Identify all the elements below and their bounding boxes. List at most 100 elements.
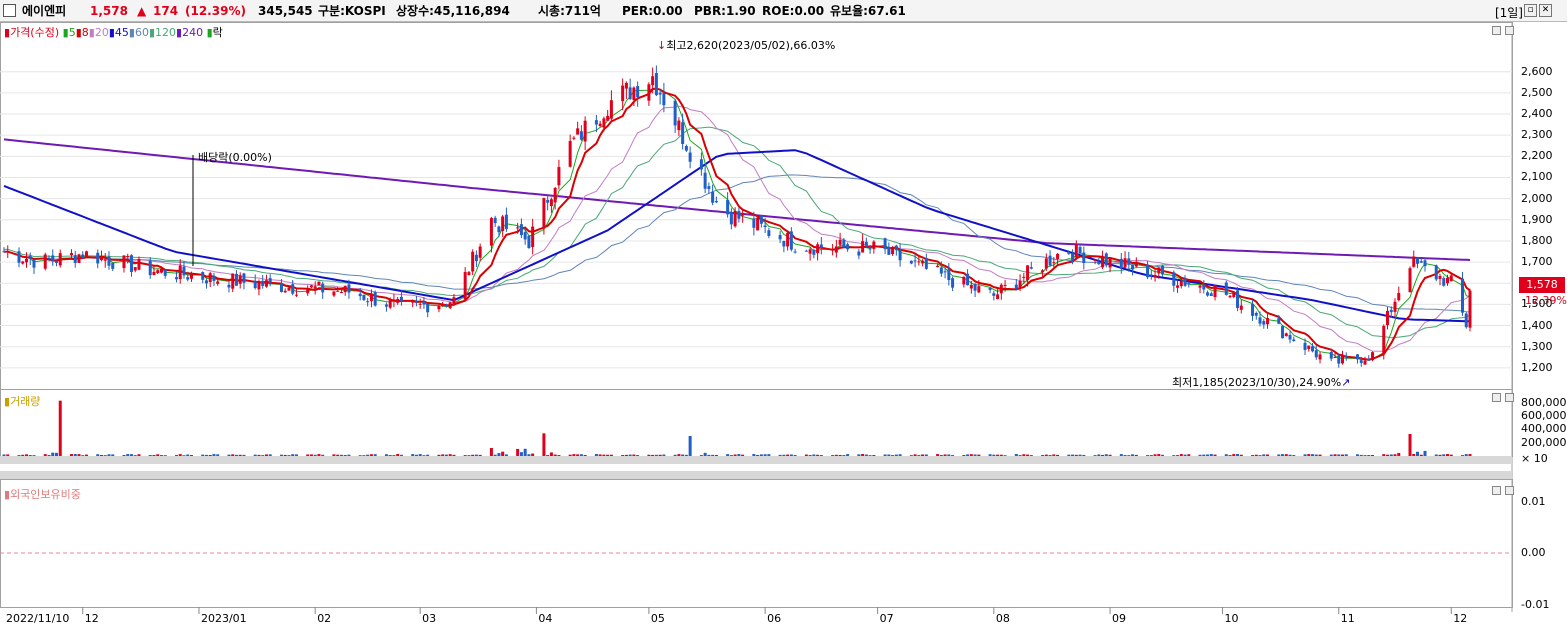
candle-body: [362, 294, 366, 301]
trade-volume: 345,545: [258, 4, 313, 18]
candle-body: [733, 210, 737, 227]
period-selector[interactable]: [1일]: [1494, 6, 1523, 20]
volume-bar: [609, 454, 613, 456]
candle-body: [452, 297, 456, 304]
volume-bar: [279, 454, 283, 456]
volume-bar: [681, 454, 685, 456]
volume-bar: [137, 454, 141, 456]
volume-bar: [1311, 454, 1315, 456]
volume-bar: [1198, 454, 1202, 456]
candle-body: [1146, 264, 1150, 278]
volume-bar: [628, 454, 632, 456]
volume-bar: [1067, 454, 1071, 456]
volume-bar: [1176, 455, 1180, 456]
price-axis-label: 2,200: [1521, 149, 1553, 163]
volume-bar: [501, 451, 505, 456]
candle-body: [1093, 259, 1097, 261]
volume-bar: [418, 454, 422, 456]
ma-legend-swatch: ▮: [108, 26, 115, 39]
volume-bar: [1123, 455, 1127, 456]
volume-bar: [887, 454, 891, 456]
volume-bar: [602, 454, 606, 456]
candle-body: [711, 191, 715, 203]
volume-bar: [156, 454, 160, 456]
volume-bar: [309, 454, 313, 456]
candle-body: [163, 269, 167, 276]
candle-body: [6, 251, 10, 253]
candle-body: [816, 244, 820, 254]
volume-bar: [6, 454, 10, 456]
volume-bar: [992, 454, 996, 456]
candle-body: [804, 250, 808, 252]
stock-name[interactable]: 에이엔피: [22, 4, 67, 18]
candle-body: [684, 146, 688, 151]
candle-body: [594, 120, 598, 125]
volume-bar: [152, 454, 156, 456]
volume-bar: [1367, 455, 1371, 456]
candle-body: [437, 305, 441, 310]
candle-body: [463, 271, 467, 300]
close-icon[interactable]: ✕: [1539, 4, 1552, 17]
candle-body: [1127, 258, 1131, 265]
volume-axis-label: 800,000: [1521, 395, 1567, 409]
volume-bar: [707, 454, 711, 456]
volume-bar: [1183, 454, 1187, 456]
volume-bar: [598, 454, 602, 456]
volume-bar: [1127, 455, 1131, 456]
candle-body: [651, 76, 655, 86]
candle-body: [688, 152, 692, 162]
candle-body: [1183, 278, 1187, 286]
panel-minimize-icon[interactable]: [1492, 26, 1501, 35]
candle-body: [1386, 310, 1390, 326]
volume-bar: [1434, 454, 1438, 456]
volume-bar: [1464, 454, 1468, 456]
volume-bar: [268, 454, 272, 456]
candle-body: [782, 241, 786, 247]
candle-body: [1161, 265, 1165, 275]
candle-body: [737, 210, 741, 219]
candle-body: [752, 218, 756, 228]
volume-bar: [463, 455, 467, 456]
panel-close-icon[interactable]: [1505, 26, 1514, 35]
current-price: 1,578: [90, 4, 128, 18]
volume-bar: [399, 454, 403, 456]
candle-body: [846, 244, 850, 250]
candle-body: [703, 172, 707, 189]
volume-bar: [519, 452, 523, 456]
foreign-minimize-icon[interactable]: [1492, 486, 1501, 495]
restore-icon[interactable]: ▫: [1524, 4, 1537, 17]
ma8-line: [3, 87, 1471, 361]
foreign-axis-label: -0.01: [1521, 598, 1550, 611]
price-axis-label: 1,500: [1521, 297, 1553, 311]
volume-bar: [1382, 454, 1386, 456]
reserve-ratio: 유보율:67.61: [830, 4, 906, 18]
volume-bar: [212, 454, 216, 456]
volume-bar: [339, 454, 343, 456]
volume-bar: [1101, 454, 1105, 456]
volume-bar: [778, 454, 782, 456]
foreign-close-icon[interactable]: [1505, 486, 1514, 495]
volume-bar: [1131, 454, 1135, 456]
candle-body: [399, 296, 403, 301]
candle-body: [178, 265, 182, 280]
volume-bar: [234, 454, 238, 456]
volume-bar: [816, 454, 820, 456]
candle-body: [523, 232, 527, 240]
candle-body: [917, 261, 921, 263]
volume-bar: [647, 454, 651, 456]
volume-bar: [883, 454, 887, 456]
volume-bar: [846, 454, 850, 456]
volume-bar: [688, 436, 692, 456]
volume-minimize-icon[interactable]: [1492, 393, 1501, 402]
volume-bar: [1202, 454, 1206, 456]
volume-bar: [317, 454, 321, 456]
volume-bar: [1149, 455, 1153, 456]
select-checkbox[interactable]: [3, 4, 16, 17]
candle-body: [793, 251, 797, 253]
volume-bar: [1239, 454, 1243, 456]
volume-bar: [834, 454, 838, 456]
volume-close-icon[interactable]: [1505, 393, 1514, 402]
price-chart[interactable]: [0, 22, 1567, 630]
current-price-tag: 1,578: [1519, 277, 1565, 293]
candle-body: [1101, 256, 1105, 268]
